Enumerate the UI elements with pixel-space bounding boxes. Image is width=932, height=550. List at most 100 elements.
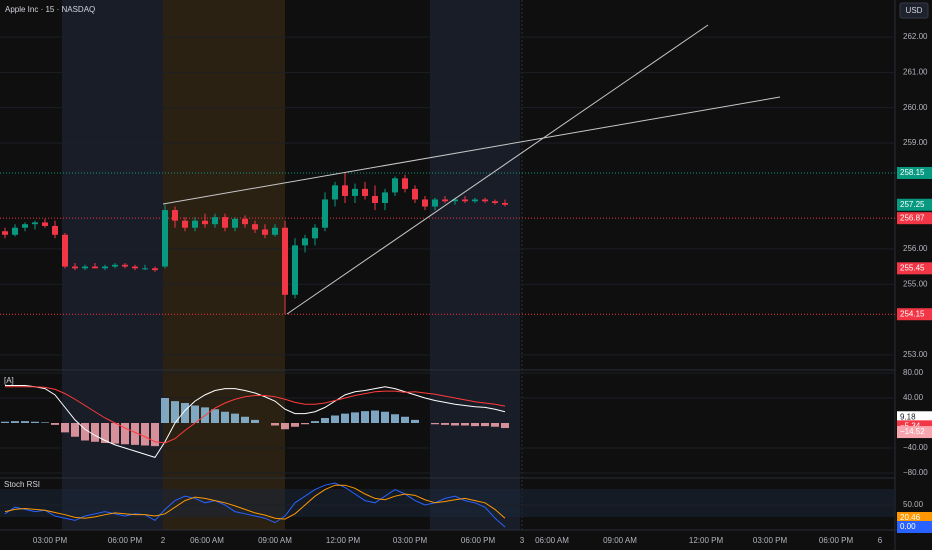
candle-body — [222, 217, 228, 228]
histogram-bar — [131, 423, 139, 445]
candle-body — [312, 227, 318, 239]
histogram-bar — [61, 423, 69, 433]
candle-body — [402, 178, 408, 189]
price-label-box — [897, 521, 932, 534]
histogram-bar — [171, 401, 179, 423]
candle-body — [32, 222, 38, 225]
histogram-bar — [311, 421, 319, 423]
chart-title: Apple Inc · 15 · NASDAQ — [5, 5, 95, 14]
histogram-bar — [351, 412, 359, 423]
currency[interactable]: USD — [906, 6, 923, 15]
candle-body — [352, 188, 358, 196]
trend-line — [162, 96, 781, 205]
candle-body — [462, 199, 468, 202]
candle-body — [452, 199, 458, 202]
candle-body — [252, 224, 258, 230]
x-tick-label: 06:00 AM — [190, 536, 224, 545]
signal-line — [5, 386, 506, 444]
price-label-box — [897, 426, 932, 439]
candle-body — [62, 234, 68, 267]
price-label: 255.45 — [900, 263, 925, 272]
histogram-bar — [371, 410, 379, 423]
y-tick-label: 259.00 — [903, 138, 928, 147]
candle-body — [102, 266, 108, 269]
histogram-bar — [481, 423, 489, 427]
histogram-bar — [211, 409, 219, 423]
x-tick-label: 12:00 PM — [689, 536, 724, 545]
x-tick-label: 03:00 PM — [393, 536, 428, 545]
candle-body — [172, 210, 178, 221]
histogram-bar — [231, 413, 239, 423]
candle-body — [132, 266, 138, 269]
candle-body — [322, 199, 328, 228]
histogram-bar — [41, 422, 49, 423]
candle-body — [482, 199, 488, 202]
candle-body — [262, 229, 268, 235]
histogram-bar — [501, 423, 509, 428]
histogram-bar — [191, 405, 199, 423]
currency-button[interactable] — [899, 2, 929, 19]
candle-body — [492, 201, 498, 204]
histogram-bar — [491, 423, 499, 427]
candle-body — [282, 227, 288, 295]
x-tick-label: 09:00 AM — [258, 536, 292, 545]
marks: 253.00255.00256.00259.00260.00261.00262.… — [0, 32, 932, 545]
x-tick-label: 3 — [520, 536, 525, 545]
price-label-box — [897, 198, 932, 211]
price-label-box — [897, 212, 932, 225]
histogram-bar — [471, 423, 479, 427]
y-tick-label: −80.00 — [903, 468, 928, 477]
histogram-bar — [271, 423, 279, 426]
y-tick-label: 256.00 — [903, 244, 928, 253]
candle-body — [292, 245, 298, 295]
histogram-bar — [331, 415, 339, 423]
histogram-bar — [391, 414, 399, 423]
session-band — [430, 0, 520, 530]
y-tick-label: 255.00 — [903, 279, 928, 288]
price-label: 9.18 — [900, 412, 916, 421]
x-tick-label: 2 — [161, 536, 166, 545]
histogram-bar — [71, 423, 79, 437]
histogram-bar — [161, 398, 169, 423]
price-label: −14.52 — [900, 427, 925, 436]
candle-body — [192, 220, 198, 228]
candle-body — [2, 231, 8, 235]
candle-body — [342, 185, 348, 196]
price-label-box — [897, 411, 932, 424]
histogram-bar — [321, 418, 329, 423]
candle-body — [162, 210, 168, 267]
histogram-bar — [281, 423, 289, 430]
candle-body — [12, 227, 18, 235]
histogram-bar — [431, 423, 439, 425]
price-label-box — [897, 166, 932, 179]
y-tick-label: 253.00 — [903, 350, 928, 359]
x-tick-label: 09:00 AM — [603, 536, 637, 545]
histogram-bar — [341, 413, 349, 423]
candle-body — [72, 266, 78, 269]
histogram-bar — [51, 423, 59, 425]
histogram-bar — [361, 411, 369, 423]
x-tick-label: 6 — [878, 536, 883, 545]
histogram-bar — [451, 423, 459, 426]
candle-body — [42, 222, 48, 226]
histogram-bar — [411, 419, 419, 423]
x-tick-label: 06:00 PM — [108, 536, 143, 545]
candle-body — [442, 199, 448, 202]
candle-body — [112, 264, 118, 267]
d-line — [4, 484, 506, 520]
histogram-bar — [101, 423, 109, 443]
candle-body — [502, 203, 508, 205]
histogram-bar — [181, 403, 189, 423]
price-label-box — [897, 308, 932, 321]
histogram-bar — [241, 416, 249, 423]
candle-body — [412, 188, 418, 200]
histogram-bar — [1, 421, 9, 423]
candle-body — [432, 199, 438, 207]
y-tick-label: 261.00 — [903, 67, 928, 76]
y-tick-label: −40.00 — [903, 443, 928, 452]
candle-body — [242, 218, 248, 225]
candle-body — [272, 227, 278, 235]
histogram-bar — [381, 411, 389, 423]
y-tick-label: 80.00 — [903, 368, 924, 377]
